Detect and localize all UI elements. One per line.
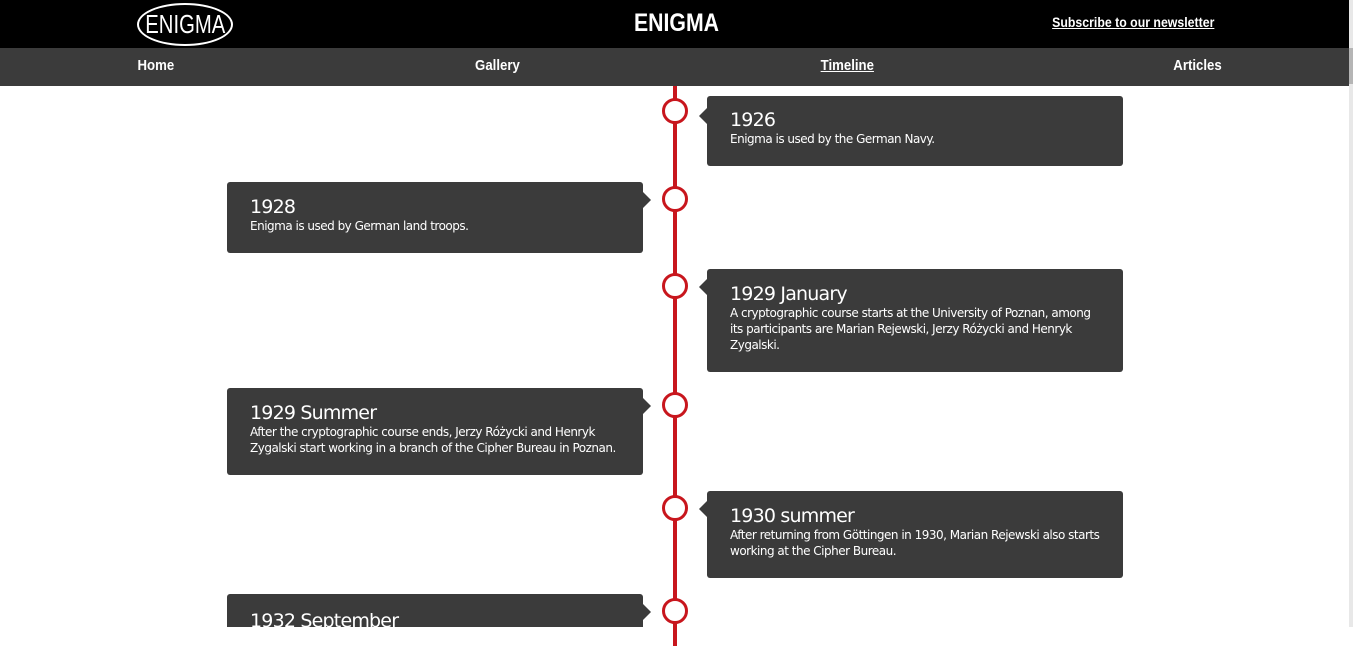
card-pointer (643, 398, 651, 414)
card-pointer (699, 501, 707, 517)
event-year: 1932 September (250, 610, 399, 632)
event-description: Enigma is used by the German Navy. (730, 132, 935, 146)
event-year: 1930 summer (730, 505, 855, 527)
card-pointer (643, 604, 651, 620)
event-description: After the cryptographic course ends, Jer… (250, 425, 616, 455)
event-year: 1926 (730, 109, 776, 131)
event-description: After returning from Göttingen in 1930, … (730, 528, 1100, 558)
event-year: 1929 Summer (250, 402, 377, 424)
card-pointer (643, 192, 651, 208)
timeline-line (673, 86, 677, 646)
enigma-logo[interactable]: ENIGMA (137, 3, 233, 46)
scrollbar-thumb[interactable] (1349, 48, 1353, 84)
main-nav: Home Gallery Timeline Articles (0, 48, 1353, 86)
timeline-event-card: 1926 Enigma is used by the German Navy. (699, 96, 1123, 166)
nav-item-timeline[interactable]: Timeline (820, 57, 874, 74)
event-description: A cryptographic course starts at the Uni… (730, 306, 1091, 352)
timeline-node (662, 392, 688, 418)
card-pointer (699, 108, 707, 124)
subscribe-newsletter-link[interactable]: Subscribe to our newsletter (1051, 14, 1214, 30)
timeline-event-card: 1928 Enigma is used by German land troop… (227, 182, 651, 253)
event-description: Enigma is used by German land troops. (250, 219, 469, 233)
timeline-event-card: 1929 January A cryptographic course star… (699, 269, 1123, 372)
timeline-node (662, 495, 688, 521)
nav-item-home[interactable]: Home (137, 57, 175, 74)
timeline-node (662, 273, 688, 299)
site-title: ENIGMA (634, 9, 719, 37)
card-pointer (699, 279, 707, 295)
timeline-event-card: 1932 September (227, 594, 651, 632)
timeline-event-card: 1930 summer After returning from Götting… (699, 491, 1123, 578)
nav-item-gallery[interactable]: Gallery (475, 57, 520, 74)
timeline-node (662, 186, 688, 212)
logo-text: ENIGMA (145, 9, 226, 39)
top-header: ENIGMA ENIGMA Subscribe to our newslette… (0, 0, 1353, 48)
event-year: 1929 January (730, 283, 848, 305)
scrollbar-track[interactable] (1349, 0, 1353, 627)
nav-item-articles[interactable]: Articles (1173, 57, 1222, 74)
timeline-node (662, 598, 688, 624)
timeline-event-card: 1929 Summer After the cryptographic cour… (227, 388, 651, 475)
event-year: 1928 (250, 196, 296, 218)
timeline-node (662, 98, 688, 124)
